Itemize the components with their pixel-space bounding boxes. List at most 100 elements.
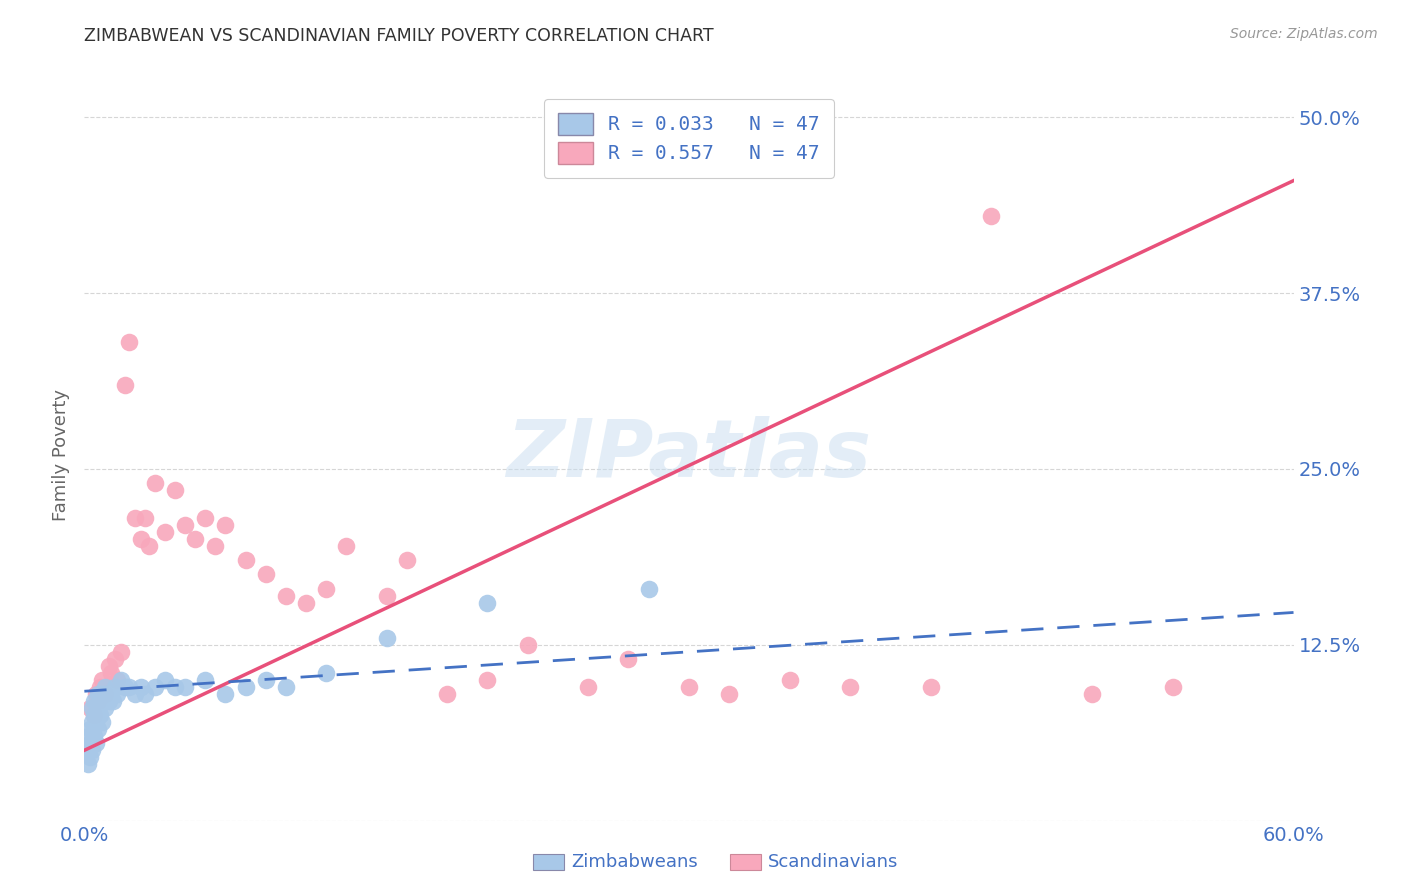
Point	[91, 715, 114, 730]
Point	[134, 511, 156, 525]
Point	[165, 680, 187, 694]
Point	[101, 694, 124, 708]
Point	[104, 680, 127, 694]
Point	[79, 750, 101, 764]
Point	[134, 687, 156, 701]
Point	[83, 708, 105, 723]
Point	[165, 483, 187, 497]
Point	[87, 687, 110, 701]
Point	[143, 476, 166, 491]
Point	[100, 665, 122, 680]
Point	[395, 553, 418, 567]
Point	[174, 680, 197, 694]
Point	[79, 701, 101, 715]
Point	[97, 659, 120, 673]
Point	[86, 687, 108, 701]
Point	[335, 539, 357, 553]
Point	[86, 736, 108, 750]
Point	[87, 694, 110, 708]
Point	[143, 680, 166, 694]
Point	[100, 687, 122, 701]
Point	[274, 680, 297, 694]
Point	[516, 638, 538, 652]
Point	[93, 680, 115, 694]
Point	[678, 680, 700, 694]
Point	[93, 701, 115, 715]
Point	[637, 582, 659, 596]
Point	[436, 687, 458, 701]
Point	[82, 715, 104, 730]
Text: ZIPatlas: ZIPatlas	[506, 416, 872, 494]
Point	[315, 665, 337, 680]
Text: ZIMBABWEAN VS SCANDINAVIAN FAMILY POVERTY CORRELATION CHART: ZIMBABWEAN VS SCANDINAVIAN FAMILY POVERT…	[84, 27, 714, 45]
Point	[315, 582, 337, 596]
Legend: R = 0.033   N = 47, R = 0.557   N = 47: R = 0.033 N = 47, R = 0.557 N = 47	[544, 99, 834, 178]
Point	[920, 680, 942, 694]
Point	[138, 539, 160, 553]
Point	[214, 518, 236, 533]
Point	[110, 645, 132, 659]
Point	[79, 723, 101, 737]
Point	[75, 743, 97, 757]
Point	[89, 708, 111, 723]
Point	[83, 708, 105, 723]
Text: Source: ZipAtlas.com: Source: ZipAtlas.com	[1230, 27, 1378, 41]
Point	[124, 687, 146, 701]
Point	[477, 673, 499, 687]
Point	[77, 757, 100, 772]
Point	[204, 539, 226, 553]
Point	[375, 589, 398, 603]
Point	[104, 652, 127, 666]
Point	[235, 553, 257, 567]
Point	[214, 687, 236, 701]
Point	[129, 680, 152, 694]
Point	[86, 715, 108, 730]
Point	[89, 680, 111, 694]
Point	[194, 673, 217, 687]
Point	[124, 511, 146, 525]
Point	[184, 533, 207, 547]
Point	[779, 673, 801, 687]
Point	[105, 673, 128, 687]
Point	[576, 680, 599, 694]
Point	[114, 377, 136, 392]
Point	[82, 743, 104, 757]
Point	[254, 673, 277, 687]
Point	[194, 511, 217, 525]
Point	[77, 729, 100, 743]
Point	[254, 567, 277, 582]
Point	[1081, 687, 1104, 701]
Point	[174, 518, 197, 533]
Point	[235, 680, 257, 694]
Point	[89, 694, 111, 708]
Point	[153, 525, 176, 540]
Point	[87, 723, 110, 737]
Point	[110, 673, 132, 687]
Y-axis label: Family Poverty: Family Poverty	[52, 389, 70, 521]
Point	[82, 701, 104, 715]
Point	[295, 596, 318, 610]
Point	[93, 687, 115, 701]
Point	[477, 596, 499, 610]
Point	[118, 680, 141, 694]
Text: Scandinavians: Scandinavians	[768, 853, 898, 871]
Point	[118, 335, 141, 350]
Point	[718, 687, 741, 701]
Point	[375, 631, 398, 645]
Point	[274, 589, 297, 603]
Point	[96, 687, 118, 701]
Point	[153, 673, 176, 687]
Point	[97, 694, 120, 708]
Point	[114, 680, 136, 694]
Point	[83, 694, 105, 708]
Point	[79, 736, 101, 750]
Point	[91, 687, 114, 701]
Point	[83, 729, 105, 743]
Point	[105, 687, 128, 701]
Point	[129, 533, 152, 547]
Point	[617, 652, 640, 666]
Point	[839, 680, 862, 694]
Point	[980, 209, 1002, 223]
Text: Zimbabweans: Zimbabweans	[571, 853, 697, 871]
Point	[91, 673, 114, 687]
